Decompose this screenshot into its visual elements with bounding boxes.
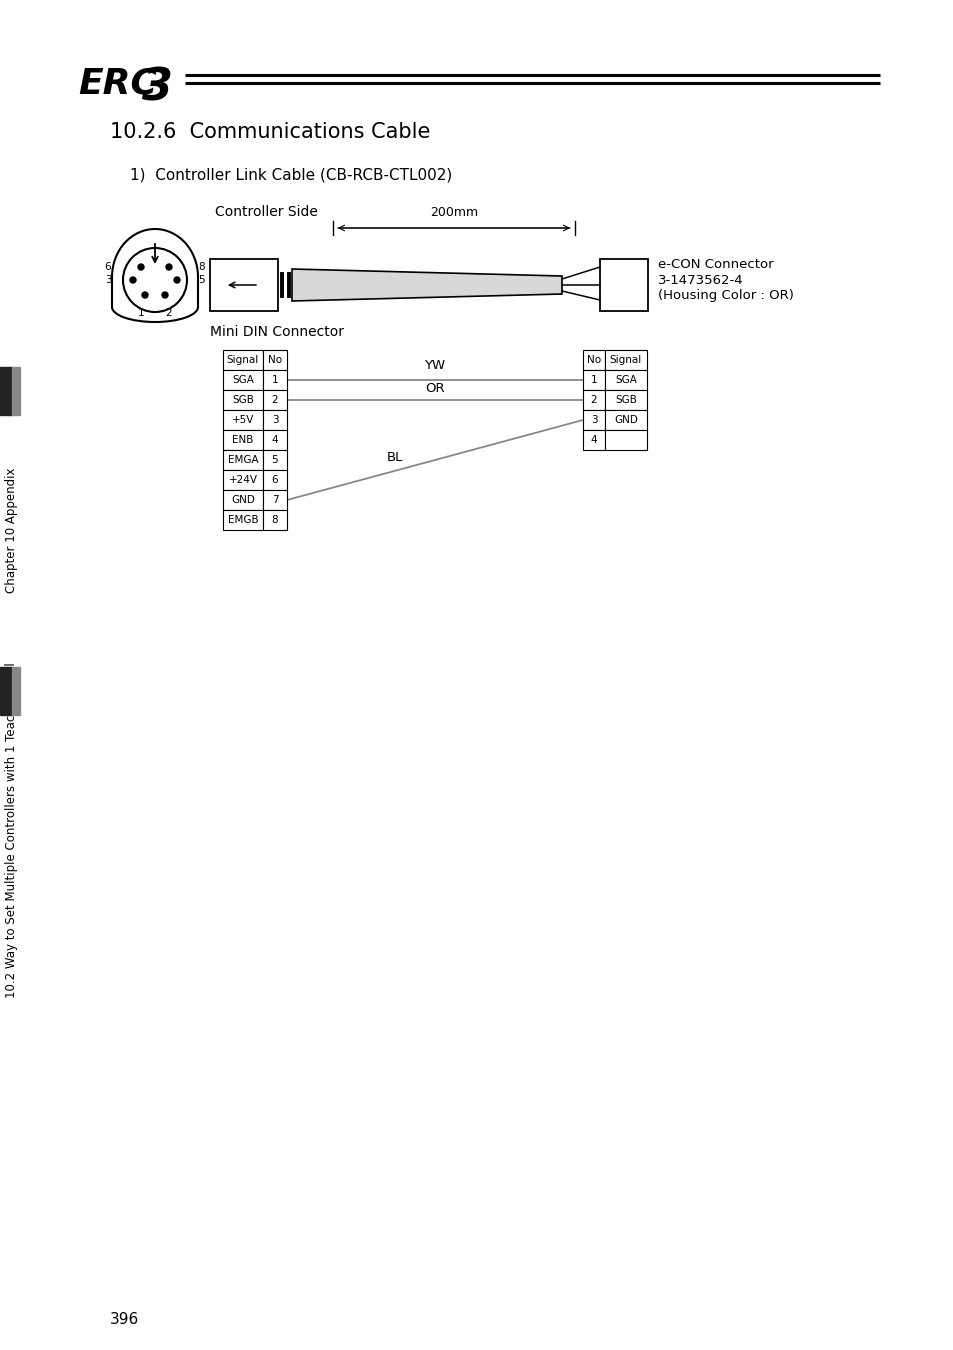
Text: SGA: SGA: [232, 375, 253, 385]
Text: Chapter 10 Appendix: Chapter 10 Appendix: [6, 467, 18, 593]
Bar: [223, 490, 263, 510]
Bar: [210, 259, 277, 310]
Text: BL: BL: [386, 451, 402, 463]
Bar: [263, 370, 287, 390]
Bar: [0, 667, 12, 716]
Bar: [263, 510, 287, 531]
Text: GND: GND: [231, 495, 254, 505]
Text: e-CON Connector: e-CON Connector: [658, 258, 773, 271]
Text: 396: 396: [110, 1312, 139, 1327]
Text: 8: 8: [198, 262, 205, 271]
Text: 1: 1: [272, 375, 278, 385]
Bar: [0, 367, 12, 414]
Text: EMGA: EMGA: [228, 455, 258, 464]
Text: 4: 4: [272, 435, 278, 446]
Bar: [223, 431, 263, 450]
Text: ENB: ENB: [233, 435, 253, 446]
Text: 7: 7: [272, 495, 278, 505]
Text: 6: 6: [272, 475, 278, 485]
Text: ERC: ERC: [78, 66, 157, 100]
Bar: [582, 390, 604, 410]
Bar: [263, 470, 287, 490]
Text: (Housing Color : OR): (Housing Color : OR): [658, 289, 793, 302]
Bar: [223, 390, 263, 410]
Bar: [263, 390, 287, 410]
Text: 3: 3: [272, 414, 278, 425]
Text: +24V: +24V: [229, 475, 257, 485]
Text: 4: 4: [590, 435, 597, 446]
Text: No: No: [586, 355, 600, 364]
Text: YW: YW: [424, 359, 445, 373]
Text: 1: 1: [137, 308, 144, 319]
Bar: [582, 431, 604, 450]
Text: OR: OR: [425, 382, 444, 396]
Bar: [263, 350, 287, 370]
Text: Signal: Signal: [227, 355, 259, 364]
Text: 5: 5: [272, 455, 278, 464]
Text: 10.2.6  Communications Cable: 10.2.6 Communications Cable: [110, 122, 430, 142]
Bar: [604, 370, 646, 390]
Bar: [604, 410, 646, 431]
Text: 2: 2: [590, 396, 597, 405]
Bar: [263, 410, 287, 431]
Circle shape: [173, 277, 180, 284]
Text: 8: 8: [272, 514, 278, 525]
Text: 1)  Controller Link Cable (CB-RCB-CTL002): 1) Controller Link Cable (CB-RCB-CTL002): [130, 167, 452, 182]
Text: +5V: +5V: [232, 414, 253, 425]
Text: 3: 3: [105, 275, 112, 285]
Circle shape: [130, 277, 136, 284]
Bar: [263, 450, 287, 470]
Text: EMGB: EMGB: [228, 514, 258, 525]
Bar: [604, 350, 646, 370]
Bar: [582, 370, 604, 390]
Bar: [582, 410, 604, 431]
Bar: [263, 490, 287, 510]
Polygon shape: [292, 269, 561, 301]
Text: 10.2 Way to Set Multiple Controllers with 1 Teaching Tool: 10.2 Way to Set Multiple Controllers wit…: [6, 662, 18, 998]
Text: 200mm: 200mm: [430, 207, 477, 219]
Text: GND: GND: [614, 414, 638, 425]
Bar: [223, 370, 263, 390]
Circle shape: [142, 292, 148, 298]
Text: Controller Side: Controller Side: [214, 205, 317, 219]
Text: Mini DIN Connector: Mini DIN Connector: [210, 325, 344, 339]
Text: 3: 3: [142, 66, 172, 109]
Text: Signal: Signal: [609, 355, 641, 364]
Bar: [599, 259, 647, 310]
Bar: [604, 390, 646, 410]
Bar: [12, 367, 20, 414]
Text: SGA: SGA: [615, 375, 637, 385]
Circle shape: [162, 292, 168, 298]
Bar: [223, 350, 263, 370]
Bar: [582, 350, 604, 370]
Bar: [12, 667, 20, 716]
Text: 2: 2: [272, 396, 278, 405]
Text: SGB: SGB: [232, 396, 253, 405]
Circle shape: [138, 265, 144, 270]
Text: SGB: SGB: [615, 396, 637, 405]
Text: 6: 6: [105, 262, 112, 271]
Text: 1: 1: [590, 375, 597, 385]
Text: 3-1473562-4: 3-1473562-4: [658, 274, 742, 286]
Bar: [223, 510, 263, 531]
Bar: [263, 431, 287, 450]
Bar: [223, 450, 263, 470]
Circle shape: [166, 265, 172, 270]
Bar: [223, 410, 263, 431]
Text: 5: 5: [198, 275, 205, 285]
Bar: [604, 431, 646, 450]
Bar: [223, 470, 263, 490]
Text: 2: 2: [166, 308, 172, 319]
Text: 3: 3: [590, 414, 597, 425]
Text: No: No: [268, 355, 282, 364]
